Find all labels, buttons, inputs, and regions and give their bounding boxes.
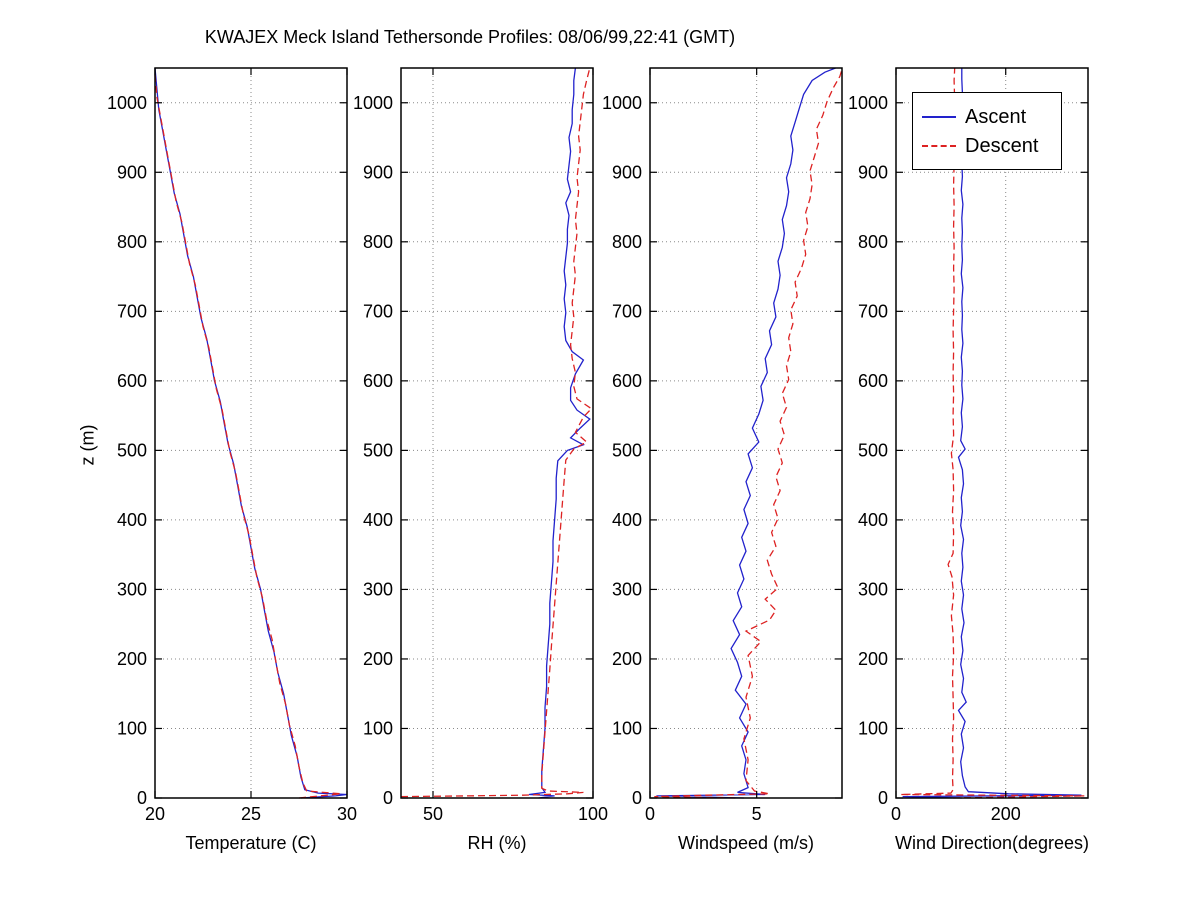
svg-text:400: 400 (858, 510, 888, 530)
svg-text:500: 500 (363, 440, 393, 460)
svg-text:200: 200 (117, 649, 147, 669)
legend-entry-descent: Descent (922, 136, 1061, 156)
svg-text:1000: 1000 (848, 93, 888, 113)
svg-text:100: 100 (858, 718, 888, 738)
figure-title: KWAJEX Meck Island Tethersonde Profiles:… (204, 27, 736, 47)
svg-text:100: 100 (363, 718, 393, 738)
x-axis-label-wind-direction: Wind Direction(degrees) (894, 833, 1090, 853)
svg-text:400: 400 (117, 510, 147, 530)
svg-text:300: 300 (117, 579, 147, 599)
svg-text:100: 100 (578, 804, 608, 824)
svg-text:30: 30 (337, 804, 357, 824)
legend: Ascent Descent (912, 92, 1062, 170)
svg-text:400: 400 (612, 510, 642, 530)
svg-text:600: 600 (612, 371, 642, 391)
svg-text:200: 200 (991, 804, 1021, 824)
svg-text:200: 200 (858, 649, 888, 669)
svg-text:0: 0 (632, 788, 642, 808)
svg-text:700: 700 (117, 301, 147, 321)
svg-text:800: 800 (858, 232, 888, 252)
svg-text:700: 700 (612, 301, 642, 321)
svg-text:800: 800 (612, 232, 642, 252)
svg-text:700: 700 (858, 301, 888, 321)
x-axis-label-rh: RH (%) (467, 833, 527, 853)
svg-text:50: 50 (423, 804, 443, 824)
legend-label-descent: Descent (965, 134, 1039, 157)
svg-text:1000: 1000 (602, 93, 642, 113)
svg-text:300: 300 (858, 579, 888, 599)
svg-text:600: 600 (363, 371, 393, 391)
svg-text:500: 500 (612, 440, 642, 460)
svg-text:600: 600 (858, 371, 888, 391)
svg-text:100: 100 (612, 718, 642, 738)
svg-text:200: 200 (612, 649, 642, 669)
legend-label-ascent: Ascent (965, 105, 1027, 128)
svg-text:300: 300 (363, 579, 393, 599)
svg-text:0: 0 (137, 788, 147, 808)
ascent-line-sample (922, 115, 956, 118)
legend-entry-ascent: Ascent (922, 107, 1061, 127)
svg-text:800: 800 (117, 232, 147, 252)
svg-text:900: 900 (117, 162, 147, 182)
svg-text:400: 400 (363, 510, 393, 530)
svg-text:900: 900 (612, 162, 642, 182)
svg-text:300: 300 (612, 579, 642, 599)
svg-text:1000: 1000 (107, 93, 147, 113)
svg-text:600: 600 (117, 371, 147, 391)
svg-text:20: 20 (145, 804, 165, 824)
descent-line-sample (922, 144, 956, 147)
svg-text:100: 100 (117, 718, 147, 738)
svg-text:0: 0 (878, 788, 888, 808)
svg-text:200: 200 (363, 649, 393, 669)
x-axis-label-windspeed: Windspeed (m/s) (677, 833, 815, 853)
svg-text:0: 0 (645, 804, 655, 824)
svg-text:1000: 1000 (353, 93, 393, 113)
x-axis-label-temperature: Temperature (C) (185, 833, 317, 853)
svg-text:800: 800 (363, 232, 393, 252)
svg-text:900: 900 (858, 162, 888, 182)
svg-text:25: 25 (241, 804, 261, 824)
svg-text:5: 5 (752, 804, 762, 824)
svg-text:500: 500 (117, 440, 147, 460)
svg-text:0: 0 (891, 804, 901, 824)
svg-text:500: 500 (858, 440, 888, 460)
svg-text:700: 700 (363, 301, 393, 321)
svg-text:0: 0 (383, 788, 393, 808)
svg-text:900: 900 (363, 162, 393, 182)
